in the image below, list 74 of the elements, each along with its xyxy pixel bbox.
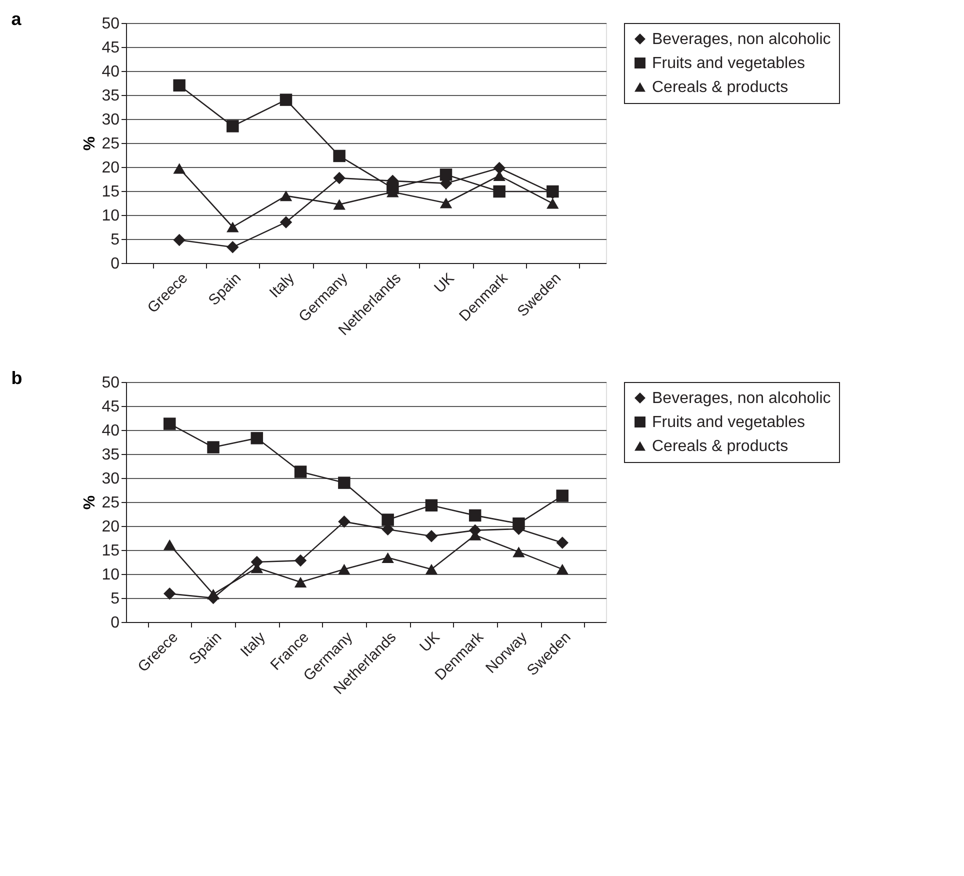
point [382, 514, 394, 526]
legend-label: Cereals & products [652, 79, 788, 96]
point [425, 564, 438, 575]
point [382, 552, 394, 563]
chart-title: a [11, 9, 22, 29]
x-tick-label: Italy [237, 628, 270, 660]
point [226, 120, 239, 132]
point [294, 466, 307, 478]
y-tick-label: 40 [102, 64, 120, 80]
point [173, 79, 186, 92]
point [173, 234, 186, 246]
point [226, 222, 239, 232]
point [468, 509, 482, 522]
point [280, 190, 292, 202]
y-tick-label: 45 [102, 40, 120, 56]
point [512, 517, 525, 530]
x-tick-label: Italy [266, 269, 298, 302]
y-tick-label: 35 [102, 88, 120, 104]
point [173, 163, 186, 174]
legend-label: Fruits and vegetables [652, 414, 805, 431]
point [333, 150, 346, 162]
y-tick-label: 45 [102, 398, 120, 416]
point [250, 432, 264, 444]
y-tick-label: 35 [102, 446, 120, 464]
point [493, 185, 506, 198]
point [294, 554, 307, 567]
point [546, 198, 559, 209]
y-tick-label: 15 [102, 542, 120, 560]
point [425, 499, 438, 512]
point [425, 530, 438, 542]
point [556, 490, 568, 502]
y-tick-label: 10 [102, 566, 120, 584]
legend-label: Beverages, non alcoholic [652, 390, 831, 407]
y-tick-label: 25 [102, 136, 120, 152]
y-tick-label: 50 [102, 16, 120, 32]
y-tick-label: 0 [110, 614, 120, 632]
y-tick-label: 0 [110, 256, 120, 272]
y-tick-label: 30 [102, 112, 120, 128]
point [164, 418, 176, 430]
legend-label: Fruits and vegetables [652, 55, 805, 72]
y-tick-label: 20 [102, 518, 120, 536]
y-tick-label: 5 [110, 590, 120, 608]
y-tick-label: 40 [102, 422, 120, 440]
point [207, 441, 220, 454]
y-axis-title: % [82, 495, 99, 510]
point [280, 216, 292, 228]
y-tick-label: 50 [102, 374, 120, 392]
point [338, 564, 350, 575]
y-axis-title: % [82, 136, 99, 151]
y-tick-label: 5 [110, 232, 120, 248]
point [333, 199, 346, 210]
legend-label: Cereals & products [652, 438, 788, 455]
point [338, 476, 350, 489]
y-tick-label: 30 [102, 470, 120, 488]
point [556, 564, 568, 575]
chart-title: b [11, 368, 22, 388]
x-tick-label: UK [431, 270, 458, 297]
y-tick-label: 20 [102, 160, 120, 176]
point [440, 198, 452, 208]
point [294, 576, 307, 588]
point [440, 168, 452, 181]
y-tick-label: 10 [102, 208, 120, 224]
point [338, 516, 350, 528]
point [164, 539, 176, 550]
point [280, 94, 292, 106]
point [164, 588, 176, 600]
y-tick-label: 15 [102, 184, 120, 200]
point [512, 546, 525, 558]
point [333, 172, 346, 184]
point [226, 241, 239, 254]
point [556, 536, 568, 549]
legend-label: Beverages, non alcoholic [652, 31, 831, 48]
y-tick-label: 25 [102, 494, 120, 512]
point [207, 588, 220, 600]
